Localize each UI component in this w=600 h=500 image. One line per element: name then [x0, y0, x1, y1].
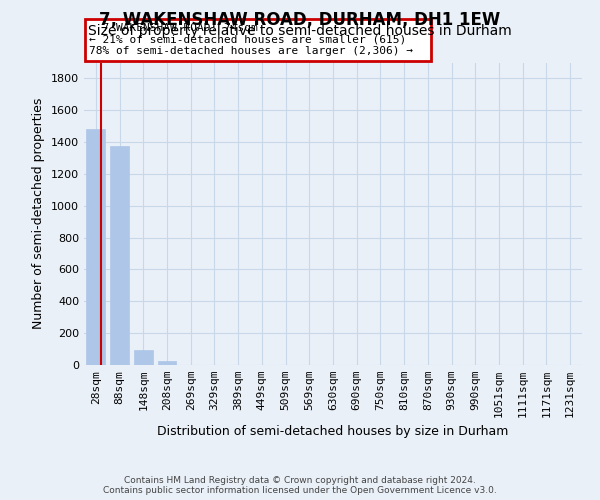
Text: Size of property relative to semi-detached houses in Durham: Size of property relative to semi-detach… [88, 24, 512, 38]
Text: 7 WAKENSHAW ROAD: 74sqm
← 21% of semi-detached houses are smaller (615)
78% of s: 7 WAKENSHAW ROAD: 74sqm ← 21% of semi-de… [89, 23, 427, 56]
Y-axis label: Number of semi-detached properties: Number of semi-detached properties [32, 98, 46, 330]
X-axis label: Distribution of semi-detached houses by size in Durham: Distribution of semi-detached houses by … [157, 426, 509, 438]
Text: 7, WAKENSHAW ROAD, DURHAM, DH1 1EW: 7, WAKENSHAW ROAD, DURHAM, DH1 1EW [100, 11, 500, 29]
Bar [110, 146, 129, 365]
Bar [158, 360, 176, 365]
Text: Contains HM Land Registry data © Crown copyright and database right 2024.
Contai: Contains HM Land Registry data © Crown c… [103, 476, 497, 495]
Bar [134, 350, 153, 365]
Bar [86, 130, 106, 365]
